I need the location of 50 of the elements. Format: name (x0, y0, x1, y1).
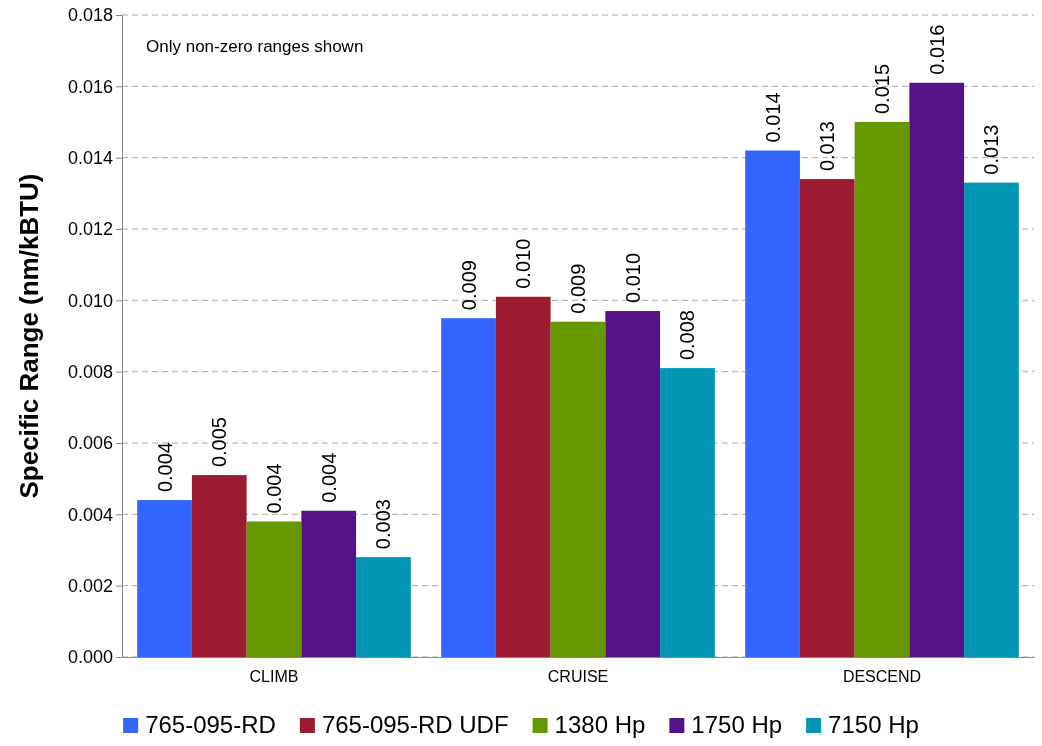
annotation: Only non-zero ranges shown (146, 37, 364, 56)
bar (191, 475, 247, 657)
data-label: 0.005 (208, 417, 231, 468)
data-label: 0.013 (980, 124, 1003, 175)
bar (909, 82, 965, 657)
y-tick-label: 0.002 (67, 575, 113, 596)
y-tick-label: 0.018 (67, 5, 113, 26)
y-tick-label: 0.004 (67, 504, 113, 525)
data-label: 0.016 (925, 24, 948, 75)
y-axis-title: Specific Range (nm/kBTU) (14, 173, 44, 499)
y-tick-label: 0.008 (67, 361, 113, 382)
data-label: 0.003 (372, 499, 395, 550)
bar (441, 318, 496, 657)
bar (495, 296, 551, 657)
x-tick-label: CRUISE (547, 668, 609, 686)
bar (301, 510, 357, 657)
x-tick-label: CLIMB (249, 668, 299, 686)
y-tick-label: 0.016 (67, 76, 113, 97)
bar (137, 500, 192, 657)
data-label: 0.010 (512, 238, 535, 289)
bar (356, 557, 411, 657)
bar (246, 521, 302, 657)
bar (745, 150, 800, 657)
data-label: 0.014 (761, 92, 784, 143)
data-label: 0.009 (457, 260, 480, 311)
data-label: 0.008 (676, 310, 699, 361)
data-label: 0.010 (621, 252, 644, 304)
bar (660, 368, 715, 657)
data-label: 0.009 (567, 263, 589, 314)
legend-label: 7150 Hp (828, 711, 919, 738)
data-label: 0.013 (816, 121, 839, 172)
bar (799, 179, 855, 657)
y-tick-label: 0.006 (67, 433, 113, 454)
bar (964, 182, 1019, 657)
data-label: 0.015 (871, 63, 893, 114)
y-tick-label: 0.010 (67, 290, 113, 311)
x-tick-label: DESCEND (842, 668, 922, 686)
data-label: 0.004 (317, 452, 340, 503)
data-label: 0.004 (263, 463, 285, 514)
legend-label: 765-095-RD (145, 711, 276, 738)
data-label: 0.004 (153, 442, 176, 493)
legend-label: 1380 Hp (554, 711, 646, 738)
y-tick-label: 0.014 (67, 147, 113, 168)
bar (605, 311, 661, 657)
y-tick-label: 0.012 (67, 219, 113, 240)
legend-label: 765-095-RD UDF (321, 711, 509, 738)
bar (854, 122, 910, 657)
bar (550, 321, 606, 657)
legend-label: 1750 Hp (691, 711, 783, 738)
y-tick-label: 0.000 (67, 647, 113, 668)
